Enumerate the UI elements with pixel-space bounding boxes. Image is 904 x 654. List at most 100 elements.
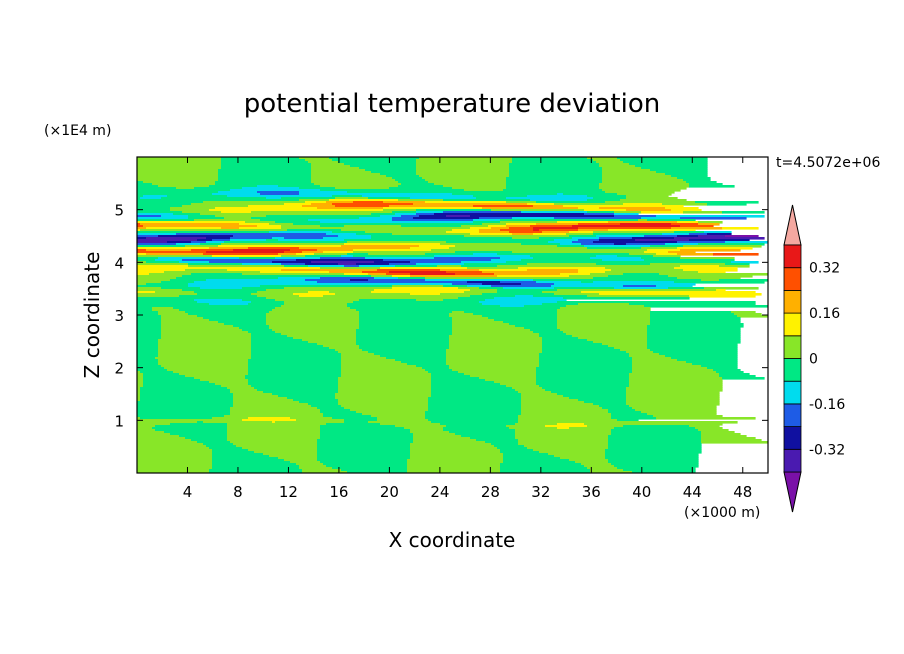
contour-cell [311,171,372,174]
contour-cell [512,251,645,254]
contour-cell [497,447,528,450]
contour-cell [137,193,213,196]
contour-cell [662,233,690,236]
contour-cell [560,273,591,276]
contour-cell [452,333,540,336]
contour-cell [242,447,318,450]
contour-cell [287,397,336,400]
contour-cell [500,463,582,466]
contour-cell [593,197,627,200]
contour-cell [656,285,693,288]
contour-cell [392,217,414,220]
contour-cell [674,281,765,284]
contour-cell [626,197,678,200]
contour-cell [680,225,714,228]
contour-cell [137,389,141,392]
contour-cell [242,273,345,276]
contour-cell [467,267,519,270]
contour-cell [137,457,213,460]
contour-cell [569,427,615,430]
contour-cell [602,181,687,184]
contour-cell [641,167,708,170]
contour-cell [356,263,390,266]
contour-cell [608,447,702,450]
contour-cell [413,203,528,206]
contour-cell [629,373,720,376]
contour-cell [137,467,213,470]
contour-cell [578,223,621,226]
contour-cell [509,167,603,170]
contour-cell [560,457,606,460]
contour-cell [644,305,768,308]
contour-cell [407,461,504,464]
contour-cell [500,383,537,386]
contour-cell [656,417,756,420]
contour-cell [434,257,501,260]
contour-cell [737,315,768,318]
contour-cell [599,165,636,168]
contour-cell [392,233,471,236]
contour-cell [197,239,213,242]
contour-cell [509,169,603,172]
contour-cell [284,265,309,268]
contour-cell [584,401,627,404]
contour-cell [137,301,198,304]
contour-cell [356,337,450,340]
contour-cell [311,165,351,168]
contour-cell [173,307,276,310]
contour-cell [323,295,471,298]
contour-cell [485,299,567,302]
contour-cell [668,287,705,290]
contour-cell [188,217,225,220]
contour-cell [326,465,408,468]
contour-cell [269,327,360,330]
contour-cell [137,307,153,310]
contour-cell [140,387,228,390]
y-tick-label: 2 [114,360,124,378]
contour-cell [266,215,381,218]
contour-cell [158,355,252,358]
contour-cell [581,243,615,246]
contour-cell [347,303,483,306]
contour-cell [344,419,378,422]
contour-cell [431,373,465,376]
contour-cell [299,187,336,190]
contour-cell [194,377,246,380]
contour-cell [590,257,642,260]
contour-cell [614,213,639,216]
chart-title: potential temperature deviation [244,89,660,119]
contour-cell [194,187,243,190]
contour-cell [434,255,531,258]
contour-cell [152,307,174,310]
contour-cell [557,315,651,318]
contour-cell [305,263,339,266]
contour-cell [170,423,228,426]
contour-cell [284,237,324,240]
contour-cell [632,237,675,240]
contour-cell [416,299,444,302]
contour-cell [257,291,309,294]
contour-cell [359,325,453,328]
contour-cell [533,229,540,232]
contour-cell [506,201,537,204]
contour-cell [143,375,186,378]
contour-cell [593,231,675,234]
contour-cell [506,261,732,264]
contour-cell [479,301,558,304]
contour-cell [659,273,768,276]
contour-cell [137,211,183,214]
contour-cell [359,323,453,326]
contour-cell [446,425,507,428]
contour-cell [641,247,678,250]
contour-cell [587,247,642,250]
contour-cell [137,283,147,286]
contour-cell [539,357,633,360]
contour-cell [647,325,744,328]
contour-cell [533,295,588,298]
contour-cell [605,455,699,458]
contour-cell [272,421,276,424]
contour-cell [302,471,348,473]
contour-cell [251,337,294,340]
contour-cell [182,289,267,292]
contour-cell [218,169,312,172]
